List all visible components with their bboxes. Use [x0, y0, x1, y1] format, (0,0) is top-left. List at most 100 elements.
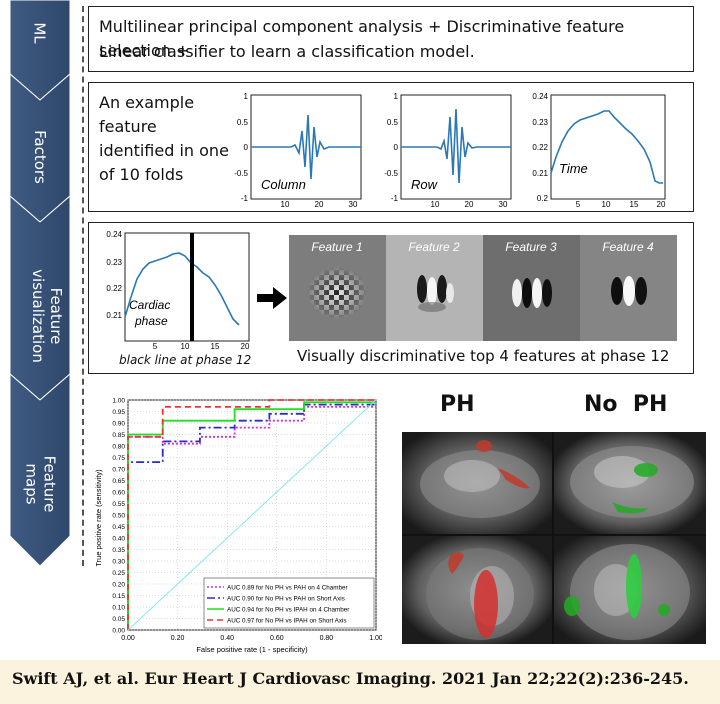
visualization-panel: 0.24 0.23 0.22 0.21 5 10 15 20 Cardiac p…	[88, 222, 694, 374]
ph-four-chamber-image	[402, 432, 552, 534]
y-tick: 0.21	[532, 169, 548, 178]
row-factor-plot: 1 0.5 0 -0.5 -1 10 20 30 Row	[384, 92, 512, 209]
ml-panel: Multilinear principal component analysis…	[88, 6, 694, 72]
cardiac-label-1: Cardiac	[129, 298, 170, 312]
y-tick: 0.22	[532, 143, 548, 152]
x-tick: 10	[602, 200, 611, 209]
step-factors-label: Factors	[30, 130, 49, 184]
roc-legend-entry: AUC 0.89 for No PH vs PAH on 4 Chamber	[227, 584, 348, 591]
feature-4-label: Feature 4	[602, 240, 654, 254]
y-tick: 0	[244, 143, 249, 152]
y-tick: 0.5	[237, 118, 249, 127]
roc-x-axis-label: False positive rate (1 - specificity)	[196, 645, 308, 654]
step-chevrons	[9, 0, 71, 567]
roc-y-tick: 0.30	[112, 559, 125, 566]
roc-y-tick: 0.35	[112, 547, 125, 554]
column-factor-plot: 1 0.5 0 -0.5 -1 10 20 30 Column	[234, 92, 362, 209]
roc-y-tick: 0.00	[112, 628, 125, 635]
y-tick: -1	[241, 194, 249, 203]
roc-x-tick: 0.00	[121, 635, 135, 642]
y-tick: 0.23	[532, 118, 548, 127]
column-curve	[251, 114, 361, 180]
y-tick: 0.23	[106, 258, 122, 267]
noph-short-axis-image	[554, 536, 706, 644]
x-tick: 20	[315, 200, 324, 209]
feature-tile-2: Feature 2	[386, 235, 483, 341]
roc-y-tick: 0.60	[112, 490, 125, 497]
roc-x-tick: 0.60	[270, 635, 284, 642]
roc-y-tick: 0.55	[112, 501, 125, 508]
row-curve	[401, 108, 511, 184]
ml-line-2: Linear classifier to learn a classificat…	[99, 42, 475, 61]
roc-x-tick: 0.40	[220, 635, 234, 642]
roc-series-3	[127, 399, 376, 630]
y-tick: 1	[394, 92, 399, 101]
features-caption: Visually discriminative top 4 features a…	[297, 347, 670, 365]
roc-legend-entry: AUC 0.94 for No PH vs IPAH on 4 Chamber	[227, 606, 349, 613]
roc-y-tick: 0.40	[112, 536, 125, 543]
roc-series-0	[127, 405, 376, 630]
roc-series-1	[127, 403, 376, 630]
dashed-divider	[82, 6, 84, 566]
step-ml-label: ML	[31, 22, 49, 44]
feature-tile-3: Feature 3	[483, 235, 580, 341]
y-tick: -0.5	[384, 169, 398, 178]
roc-y-tick: 0.05	[112, 616, 125, 623]
x-tick: 10	[281, 200, 290, 209]
x-tick: 5	[153, 342, 158, 349]
roc-y-tick: 1.00	[112, 398, 125, 405]
x-tick: 15	[630, 200, 639, 209]
roc-y-tick: 0.10	[112, 605, 125, 612]
roc-y-tick: 0.45	[112, 524, 125, 531]
roc-x-tick: 0.20	[171, 635, 185, 642]
roc-y-axis-label: True positive rate (sensitivity)	[94, 469, 103, 567]
y-tick: 0.24	[106, 230, 122, 239]
factors-panel: An example feature identified in one of …	[88, 82, 694, 212]
cardiac-phase-curve	[124, 252, 240, 326]
cardiac-label-2: phase	[134, 314, 168, 328]
roc-series-2	[127, 401, 376, 630]
y-tick: -1	[391, 194, 399, 203]
y-tick: 0.5	[387, 118, 399, 127]
cardiac-plot-caption: black line at phase 12	[119, 353, 252, 367]
roc-x-tick: 1.00	[369, 635, 382, 642]
roc-y-tick: 0.70	[112, 467, 125, 474]
row-label: Row	[411, 177, 439, 192]
noph-four-chamber-image	[554, 432, 706, 534]
feature-maps-noph-label: No PH	[584, 392, 668, 417]
y-tick: 0	[394, 143, 399, 152]
time-factor-plot: 0.24 0.23 0.22 0.21 0.2 5 10 15 20 Time	[532, 92, 666, 209]
y-tick: -0.5	[234, 169, 248, 178]
roc-y-tick: 0.75	[112, 455, 125, 462]
x-tick: 10	[181, 342, 190, 349]
roc-y-tick: 0.25	[112, 570, 125, 577]
factors-caption-1: An example	[99, 93, 195, 112]
roc-x-tick: 0.80	[320, 635, 334, 642]
roc-y-tick: 0.50	[112, 513, 125, 520]
y-tick: 0.21	[106, 311, 122, 320]
y-tick: 1	[244, 92, 249, 101]
roc-y-tick: 0.15	[112, 593, 125, 600]
time-curve	[550, 110, 663, 184]
x-tick: 20	[657, 200, 666, 209]
factors-caption-2: feature	[99, 117, 157, 136]
roc-y-tick: 0.80	[112, 444, 125, 451]
roc-series-4	[127, 399, 377, 631]
roc-legend-entry: AUC 0.90 for No PH vs PAH on Short Axis	[227, 595, 345, 602]
feature-tile-4: Feature 4	[580, 235, 677, 341]
step-maps-label: Feature maps	[22, 455, 58, 513]
citation-text: Swift AJ, et al. Eur Heart J Cardiovasc …	[12, 669, 689, 688]
cardiac-phase-plot: 0.24 0.23 0.22 0.21 5 10 15 20 Cardiac p…	[106, 230, 250, 349]
step-visualization-label: Feature visualization	[28, 269, 65, 363]
roc-y-tick: 0.65	[112, 478, 125, 485]
step-maps-chevron	[9, 372, 71, 567]
roc-y-tick: 0.20	[112, 582, 125, 589]
ph-short-axis-image	[402, 536, 552, 644]
roc-y-tick: 0.85	[112, 432, 125, 439]
ml-line-1: Multilinear principal component analysis…	[99, 17, 625, 60]
citation-footer: Swift AJ, et al. Eur Heart J Cardiovasc …	[0, 660, 720, 704]
x-tick: 20	[465, 200, 474, 209]
time-label: Time	[559, 161, 588, 176]
arrow-right-icon	[257, 287, 287, 309]
roc-chart: 0.00 0.05 0.10 0.15 0.20 0.25 0.30 0.35 0.40 0.45…	[94, 398, 382, 655]
